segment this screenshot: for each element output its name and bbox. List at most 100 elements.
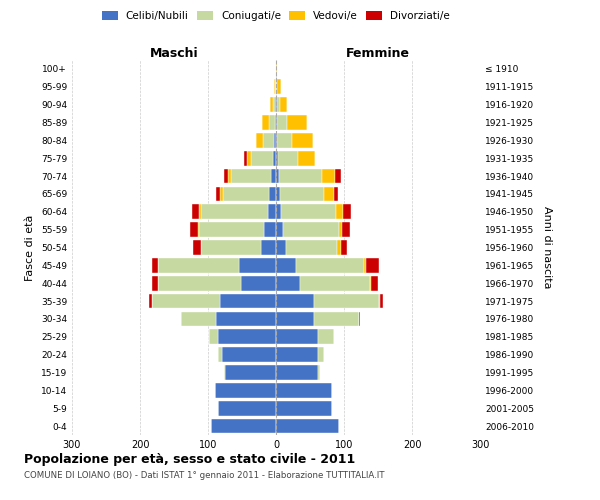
- Bar: [276, 383, 332, 398]
- Bar: [244, 151, 247, 166]
- Bar: [220, 186, 223, 201]
- Bar: [223, 186, 269, 201]
- Bar: [370, 276, 371, 290]
- Text: COMUNE DI LOIANO (BO) - Dati ISTAT 1° gennaio 2011 - Elaborazione TUTTITALIA.IT: COMUNE DI LOIANO (BO) - Dati ISTAT 1° ge…: [24, 471, 385, 480]
- Bar: [296, 258, 364, 272]
- Bar: [201, 240, 261, 255]
- Bar: [268, 204, 276, 219]
- Bar: [276, 365, 318, 380]
- Bar: [318, 348, 323, 362]
- Bar: [247, 151, 251, 166]
- Bar: [241, 276, 276, 290]
- Bar: [224, 365, 225, 380]
- Bar: [342, 222, 350, 237]
- Bar: [239, 258, 276, 272]
- Bar: [292, 133, 313, 148]
- Bar: [277, 80, 281, 94]
- Bar: [218, 330, 276, 344]
- Bar: [281, 204, 336, 219]
- Bar: [199, 204, 201, 219]
- Bar: [275, 98, 276, 112]
- Bar: [276, 330, 318, 344]
- Bar: [276, 151, 278, 166]
- Bar: [152, 294, 220, 308]
- Bar: [199, 222, 264, 237]
- Bar: [334, 186, 338, 201]
- Bar: [280, 186, 324, 201]
- Bar: [277, 115, 287, 130]
- Bar: [193, 240, 201, 255]
- Bar: [261, 240, 276, 255]
- Y-axis label: Fasce di età: Fasce di età: [25, 214, 35, 280]
- Bar: [367, 258, 379, 272]
- Bar: [337, 240, 341, 255]
- Text: Maschi: Maschi: [149, 47, 199, 60]
- Bar: [359, 312, 361, 326]
- Bar: [152, 258, 158, 272]
- Bar: [264, 222, 276, 237]
- Bar: [270, 98, 273, 112]
- Bar: [193, 204, 199, 219]
- Bar: [341, 240, 347, 255]
- Bar: [262, 115, 269, 130]
- Bar: [276, 133, 277, 148]
- Bar: [274, 133, 276, 148]
- Bar: [371, 276, 378, 290]
- Bar: [276, 312, 314, 326]
- Bar: [158, 258, 239, 272]
- Bar: [314, 312, 359, 326]
- Legend: Celibi/Nubili, Coniugati/e, Vedovi/e, Divorziati/e: Celibi/Nubili, Coniugati/e, Vedovi/e, Di…: [99, 8, 453, 24]
- Bar: [216, 186, 220, 201]
- Bar: [364, 258, 367, 272]
- Bar: [273, 98, 275, 112]
- Bar: [276, 240, 286, 255]
- Bar: [149, 294, 152, 308]
- Bar: [286, 240, 337, 255]
- Bar: [269, 186, 276, 201]
- Bar: [220, 294, 276, 308]
- Bar: [276, 222, 283, 237]
- Bar: [276, 80, 277, 94]
- Bar: [228, 168, 231, 184]
- Bar: [276, 62, 277, 76]
- Bar: [209, 330, 218, 344]
- Text: Popolazione per età, sesso e stato civile - 2011: Popolazione per età, sesso e stato civil…: [24, 452, 355, 466]
- Bar: [338, 222, 342, 237]
- Bar: [287, 115, 307, 130]
- Bar: [221, 348, 276, 362]
- Bar: [198, 222, 199, 237]
- Bar: [225, 365, 276, 380]
- Bar: [215, 383, 276, 398]
- Bar: [298, 151, 316, 166]
- Bar: [278, 151, 298, 166]
- Bar: [218, 348, 221, 362]
- Bar: [277, 98, 280, 112]
- Bar: [280, 168, 322, 184]
- Bar: [201, 204, 268, 219]
- Bar: [275, 80, 276, 94]
- Bar: [277, 133, 292, 148]
- Bar: [218, 401, 276, 415]
- Bar: [272, 151, 276, 166]
- Bar: [216, 312, 276, 326]
- Bar: [380, 294, 383, 308]
- Bar: [276, 186, 280, 201]
- Bar: [322, 168, 335, 184]
- Bar: [314, 294, 379, 308]
- Bar: [283, 222, 338, 237]
- Bar: [158, 276, 241, 290]
- Bar: [181, 312, 216, 326]
- Text: Femmine: Femmine: [346, 47, 410, 60]
- Bar: [318, 365, 320, 380]
- Bar: [276, 276, 301, 290]
- Bar: [379, 294, 380, 308]
- Bar: [276, 98, 277, 112]
- Bar: [275, 115, 276, 130]
- Bar: [276, 115, 277, 130]
- Bar: [274, 80, 275, 94]
- Bar: [231, 168, 271, 184]
- Bar: [318, 330, 334, 344]
- Bar: [263, 133, 274, 148]
- Bar: [336, 204, 343, 219]
- Bar: [324, 186, 334, 201]
